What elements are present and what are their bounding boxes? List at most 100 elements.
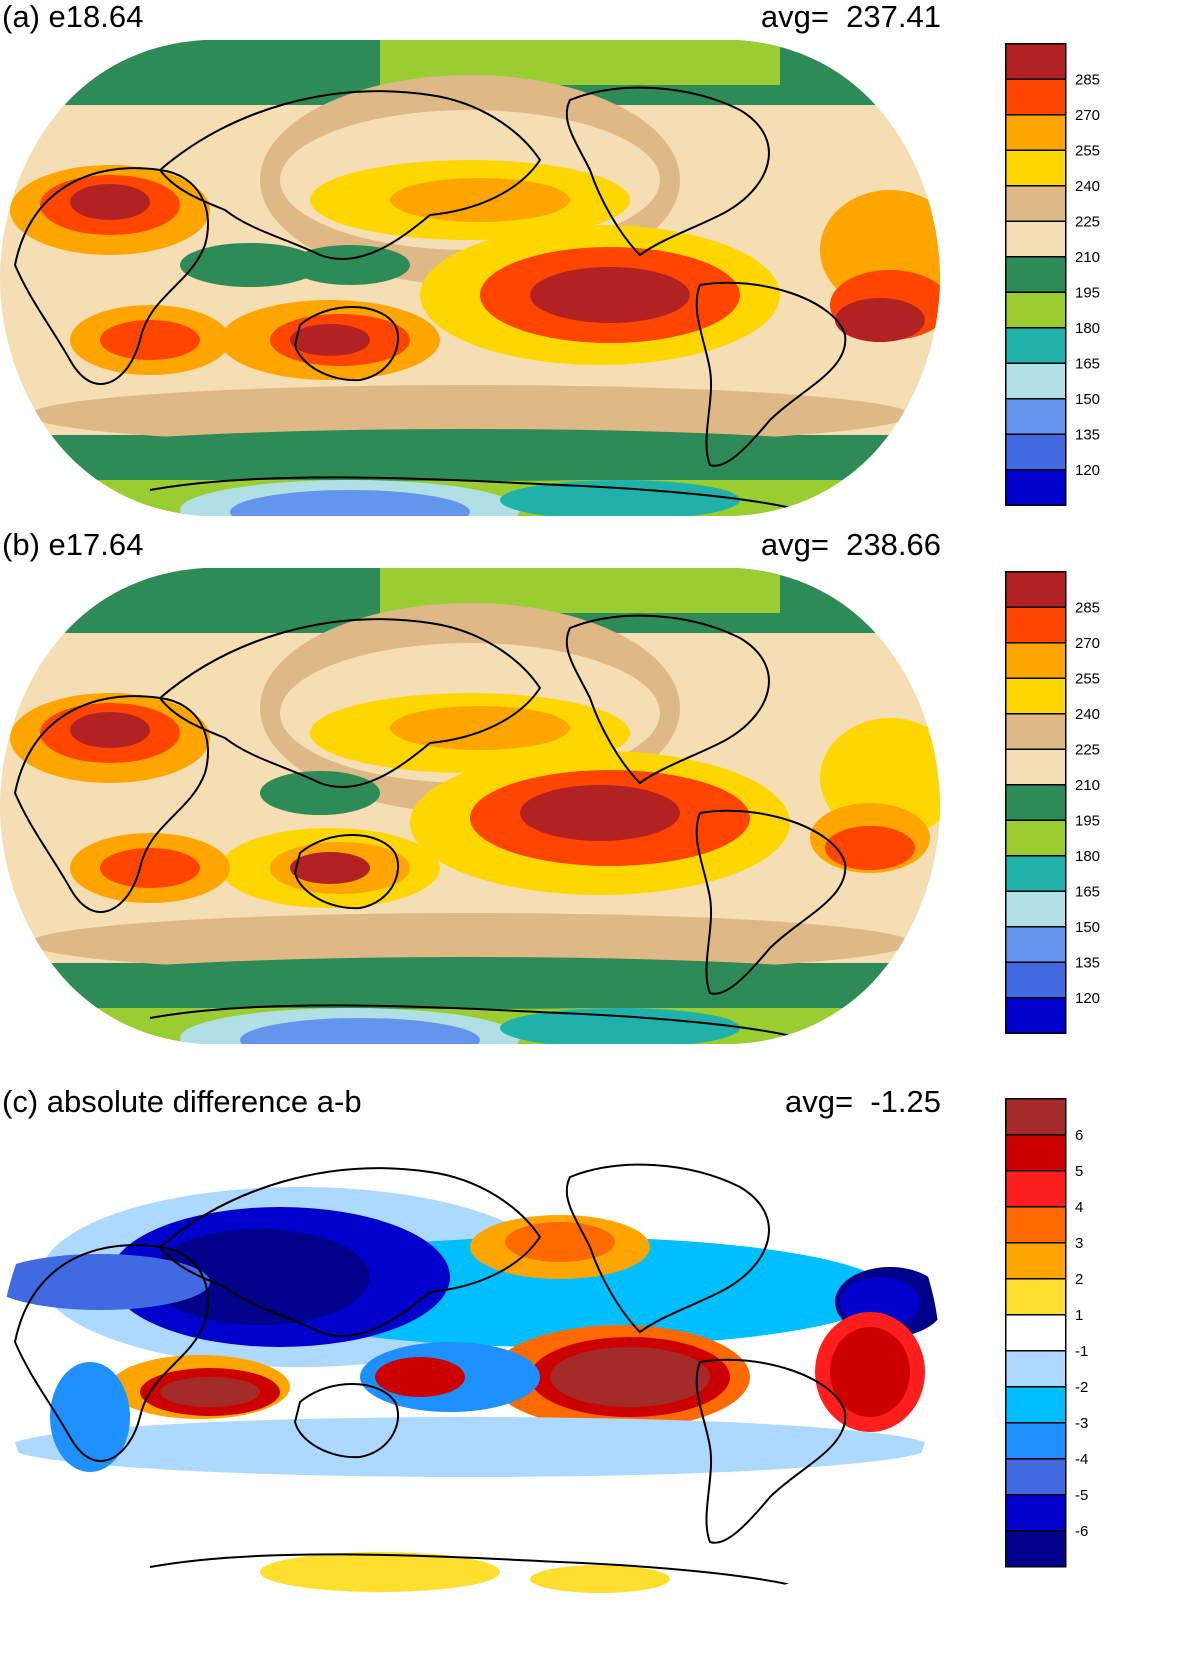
panel-c: (c) absolute difference a-b avg= -1.25 6… bbox=[0, 1085, 1188, 1630]
field-region bbox=[835, 298, 925, 342]
colorbar-label: 150 bbox=[1075, 391, 1100, 408]
colorbar-swatch bbox=[1005, 1098, 1067, 1136]
colorbar-swatch bbox=[1005, 1170, 1067, 1208]
field-region bbox=[50, 1362, 130, 1472]
field-region bbox=[530, 1565, 670, 1593]
colorbar-label: 165 bbox=[1075, 355, 1100, 372]
field-region bbox=[390, 178, 570, 222]
colorbar-swatch bbox=[1005, 291, 1067, 329]
colorbar-swatch bbox=[1005, 398, 1067, 435]
panel-title: (c) absolute difference a-b bbox=[2, 1084, 362, 1119]
field-region bbox=[30, 385, 910, 445]
map-plot bbox=[0, 1117, 940, 1593]
field-region bbox=[825, 826, 915, 870]
colorbar-swatch bbox=[1005, 606, 1067, 644]
field-region bbox=[30, 913, 910, 973]
coastline bbox=[13, 695, 209, 913]
colorbar: 285 270 255 240 225 210 195 180 165 150 135 120 bbox=[1005, 571, 1100, 1034]
colorbar-swatch bbox=[1005, 926, 1067, 963]
map-field bbox=[0, 568, 940, 1044]
colorbar-swatch bbox=[1005, 433, 1067, 471]
colorbar-label: 255 bbox=[1075, 142, 1100, 159]
colorbar-swatch bbox=[1005, 961, 1067, 999]
field-region bbox=[290, 324, 370, 356]
avg-value: 238.66 bbox=[846, 527, 941, 562]
colorbar-swatch bbox=[1005, 1134, 1067, 1172]
colorbar-swatch bbox=[1005, 677, 1067, 715]
colorbar-label: 6 bbox=[1075, 1127, 1083, 1144]
colorbar-swatch bbox=[1005, 362, 1067, 400]
colorbar-label: -6 bbox=[1075, 1523, 1088, 1540]
panel-average: avg= -1.25 bbox=[785, 1085, 941, 1119]
colorbar-swatch bbox=[1005, 1242, 1067, 1280]
coastline bbox=[13, 167, 209, 385]
colorbar-label: -4 bbox=[1075, 1451, 1088, 1468]
field-region bbox=[375, 1357, 465, 1397]
field-region bbox=[100, 848, 200, 888]
colorbar-label: -5 bbox=[1075, 1487, 1088, 1504]
field-region bbox=[260, 771, 380, 815]
colorbar: 6 5 4 3 2 1 -1 -2 -3 -4 -5 -6 bbox=[1005, 1098, 1088, 1568]
colorbar-label: 240 bbox=[1075, 706, 1100, 723]
coastline bbox=[565, 1163, 770, 1334]
field-region bbox=[150, 1229, 370, 1325]
colorbar-swatch bbox=[1005, 642, 1067, 679]
colorbar-swatch bbox=[1005, 1206, 1067, 1244]
field-region bbox=[530, 267, 690, 323]
colorbar-swatch bbox=[1005, 784, 1067, 821]
panel-average: avg= 237.41 bbox=[761, 0, 941, 34]
field-region bbox=[505, 1222, 615, 1262]
field-region bbox=[100, 320, 200, 360]
colorbar-swatch bbox=[1005, 890, 1067, 928]
colorbar-label: 285 bbox=[1075, 71, 1100, 88]
panel-b: (b) e17.64 avg= 238.66 285 270 255 240 225 21… bbox=[0, 528, 1188, 1073]
avg-label: avg= bbox=[760, 0, 829, 34]
field-region bbox=[390, 706, 570, 750]
colorbar-swatch bbox=[1005, 78, 1067, 116]
colorbar-label: 1 bbox=[1075, 1307, 1083, 1324]
panel-a: (a) e18.64 avg= 237.41 285 270 255 240 225 21… bbox=[0, 0, 1188, 545]
colorbar-label: 5 bbox=[1075, 1163, 1083, 1180]
colorbar-swatch bbox=[1005, 748, 1067, 786]
field-region bbox=[290, 852, 370, 884]
avg-label: avg= bbox=[785, 1084, 854, 1119]
coastline bbox=[149, 1553, 801, 1588]
colorbar-label: 225 bbox=[1075, 741, 1100, 758]
colorbar-label: -3 bbox=[1075, 1415, 1088, 1432]
coastline bbox=[149, 476, 801, 511]
avg-value: -1.25 bbox=[870, 1084, 941, 1119]
colorbar-swatch bbox=[1005, 1458, 1067, 1496]
colorbar-label: 210 bbox=[1075, 777, 1100, 794]
field-region bbox=[160, 1377, 260, 1407]
colorbar-swatch bbox=[1005, 1386, 1067, 1424]
avg-value: 237.41 bbox=[846, 0, 941, 34]
coastline bbox=[293, 834, 400, 910]
field-region bbox=[40, 429, 900, 481]
coastline bbox=[695, 1358, 847, 1544]
coastline bbox=[149, 1004, 801, 1039]
panel-title: (b) e17.64 bbox=[2, 527, 144, 562]
field-region bbox=[500, 480, 740, 516]
colorbar-swatch bbox=[1005, 327, 1067, 364]
colorbar-swatch bbox=[1005, 997, 1067, 1034]
colorbar-swatch bbox=[1005, 1422, 1067, 1460]
field-region bbox=[70, 712, 150, 748]
colorbar-label: 150 bbox=[1075, 919, 1100, 936]
colorbar-label: -2 bbox=[1075, 1379, 1088, 1396]
colorbar-label: 3 bbox=[1075, 1235, 1083, 1252]
field-region bbox=[230, 490, 470, 516]
colorbar-swatch bbox=[1005, 819, 1067, 857]
field-region bbox=[500, 1008, 740, 1044]
colorbar-label: 2 bbox=[1075, 1271, 1083, 1288]
coastline bbox=[293, 1383, 400, 1459]
colorbar-swatch bbox=[1005, 713, 1067, 750]
field-region bbox=[520, 785, 680, 841]
field-region bbox=[260, 1552, 500, 1592]
map-plot bbox=[0, 40, 940, 516]
colorbar-swatch bbox=[1005, 256, 1067, 293]
map-field bbox=[0, 1117, 940, 1593]
colorbar-label: 180 bbox=[1075, 320, 1100, 337]
colorbar-swatch bbox=[1005, 855, 1067, 892]
coastline bbox=[293, 306, 400, 382]
field-region bbox=[550, 1347, 710, 1407]
